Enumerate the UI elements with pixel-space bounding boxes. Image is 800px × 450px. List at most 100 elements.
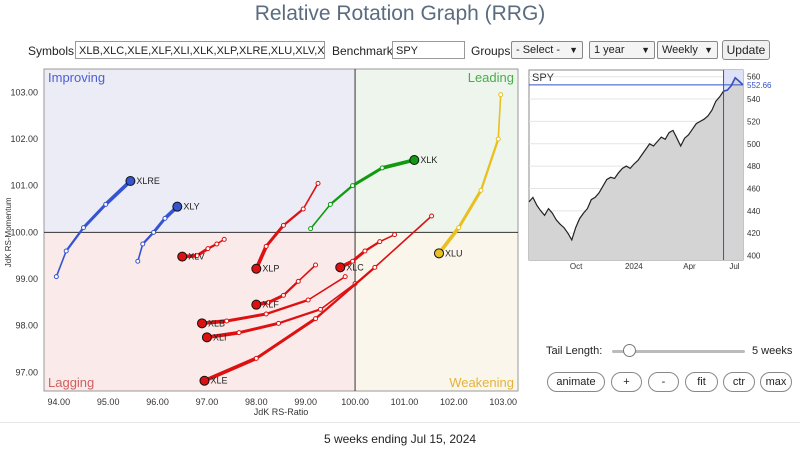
head-point-xlp[interactable] bbox=[251, 263, 262, 274]
series-label-xlu: XLU bbox=[445, 248, 463, 258]
quadrant-weakening bbox=[355, 232, 518, 391]
spy-x-tick-label: Oct bbox=[570, 262, 583, 270]
tail-point-xlu bbox=[456, 225, 462, 231]
tail-point-xlf bbox=[295, 278, 301, 284]
tail-point-xlk bbox=[327, 201, 333, 207]
tail-point-xli bbox=[276, 320, 282, 326]
head-point-xlf[interactable] bbox=[251, 299, 262, 310]
tail-length-slider[interactable] bbox=[612, 344, 745, 358]
series-label-xlre: XLRE bbox=[136, 176, 160, 186]
tail-segment-xly bbox=[137, 243, 144, 263]
spy-y-tick-label: 440 bbox=[747, 207, 761, 216]
spy-y-tick-label: 460 bbox=[747, 184, 761, 193]
frequency-select[interactable]: Weekly ▼ bbox=[657, 41, 718, 59]
tail-point-xlu bbox=[495, 136, 501, 142]
update-button[interactable]: Update bbox=[722, 40, 770, 60]
center-button[interactable]: ctr bbox=[723, 372, 755, 392]
tail-length-value: 5 weeks bbox=[752, 345, 793, 357]
y-tick-label: 98.00 bbox=[15, 321, 38, 331]
x-tick-label: 103.00 bbox=[489, 397, 517, 407]
tail-segment-xlre bbox=[65, 226, 85, 253]
max-button[interactable]: max bbox=[760, 372, 792, 392]
animate-button[interactable]: animate bbox=[547, 372, 605, 392]
groups-select-value: - Select - bbox=[516, 44, 561, 56]
head-point-xlre[interactable] bbox=[125, 176, 136, 186]
tail-segment-xlk bbox=[351, 166, 384, 188]
spy-y-tick-label: 520 bbox=[747, 117, 761, 126]
quadrant-leading bbox=[355, 69, 518, 233]
tail-point-xlu bbox=[478, 187, 484, 193]
benchmark-label: Benchmark: bbox=[332, 44, 397, 58]
spy-x-tick-label: Apr bbox=[683, 262, 696, 270]
spy-tail-line bbox=[723, 76, 744, 92]
y-tick-label: 101.00 bbox=[10, 181, 38, 191]
series-label-xlv: XLV bbox=[188, 252, 204, 262]
tail-segment-xlp bbox=[282, 207, 305, 227]
spy-x-tick-label: Jul bbox=[729, 262, 739, 270]
tail-point-xlc bbox=[377, 239, 383, 245]
tail-point-xly bbox=[162, 215, 168, 221]
symbols-label: Symbols: bbox=[28, 44, 78, 58]
tail-segment-xlu bbox=[437, 225, 461, 256]
head-point-xle[interactable] bbox=[199, 375, 210, 386]
symbols-input[interactable]: XLB,XLC,XLE,XLF,XLI,XLK,XLP,XLRE,XLU,XLV… bbox=[75, 41, 325, 59]
tail-point-xlb bbox=[342, 274, 348, 280]
quadrant-label-weakening: Weakening bbox=[449, 375, 514, 390]
tail-point-xlv bbox=[214, 241, 220, 247]
spy-y-tick-label: 500 bbox=[747, 140, 761, 149]
tail-segment-xlc bbox=[363, 240, 381, 253]
groups-select[interactable]: - Select - ▼ bbox=[511, 41, 583, 59]
head-point-xlk[interactable] bbox=[409, 155, 420, 165]
head-point-xlu[interactable] bbox=[434, 248, 444, 259]
tail-point-xlk bbox=[350, 183, 356, 189]
spy-y-tick-label: 400 bbox=[747, 252, 761, 261]
tail-point-xli bbox=[236, 330, 242, 336]
tail-point-xlp bbox=[263, 243, 269, 249]
spy-x-tick-label: 2024 bbox=[625, 262, 643, 270]
spy-last-price-label: 552.66 bbox=[747, 81, 772, 90]
fit-button[interactable]: fit bbox=[685, 372, 718, 392]
period-select[interactable]: 1 year ▼ bbox=[589, 41, 655, 59]
head-point-xlc[interactable] bbox=[335, 262, 346, 273]
tail-segment-xlk bbox=[329, 184, 354, 206]
rrg-chart[interactable]: Improving Leading Weakening Lagging 94.00 95.… bbox=[0, 62, 530, 422]
quadrant-lagging bbox=[44, 232, 356, 391]
tail-segment-xlc bbox=[351, 249, 367, 263]
tail-point-xly bbox=[135, 258, 141, 264]
controls-bar: Symbols: XLB,XLC,XLE,XLF,XLI,XLK,XLP,XLR… bbox=[0, 40, 800, 62]
tail-point-xlv bbox=[205, 246, 211, 252]
head-point-xly[interactable] bbox=[172, 201, 183, 212]
footer-caption: 5 weeks ending Jul 15, 2024 bbox=[323, 432, 477, 446]
series-label-xlf: XLF bbox=[262, 300, 279, 310]
head-point-xli[interactable] bbox=[201, 332, 212, 343]
x-tick-label: 96.00 bbox=[146, 397, 169, 407]
spy-title: SPY bbox=[532, 72, 555, 84]
y-axis-label: JdK RS-Momentum bbox=[4, 197, 13, 267]
spy-y-tick-label: 480 bbox=[747, 162, 761, 171]
quadrant-label-improving: Improving bbox=[48, 70, 105, 85]
tail-segment-xli bbox=[277, 308, 322, 325]
tail-segment-xlf bbox=[282, 280, 300, 297]
tail-point-xlb bbox=[224, 318, 230, 324]
head-point-xlb[interactable] bbox=[197, 318, 207, 329]
spy-y-tick-label: 420 bbox=[747, 229, 761, 238]
slider-track bbox=[612, 350, 745, 353]
tail-segment-xlre bbox=[103, 179, 133, 207]
tail-point-xlc bbox=[362, 248, 368, 254]
zoom-out-button[interactable]: - bbox=[648, 372, 679, 392]
tail-point-xle bbox=[429, 213, 435, 219]
benchmark-input[interactable]: SPY bbox=[392, 41, 465, 59]
tail-segment-xly bbox=[152, 216, 167, 234]
divider bbox=[0, 422, 800, 423]
tail-segment-xlk bbox=[380, 158, 417, 170]
tail-segment-xlp bbox=[302, 182, 319, 210]
slider-thumb[interactable] bbox=[623, 344, 637, 357]
tail-point-xlre bbox=[103, 201, 109, 207]
head-point-xlv[interactable] bbox=[177, 251, 188, 262]
series-label-xly: XLY bbox=[183, 202, 199, 212]
tail-segment-xlre bbox=[55, 250, 68, 278]
spy-area bbox=[529, 77, 743, 260]
zoom-in-button[interactable]: + bbox=[611, 372, 642, 392]
series-label-xlc: XLC bbox=[346, 262, 364, 272]
